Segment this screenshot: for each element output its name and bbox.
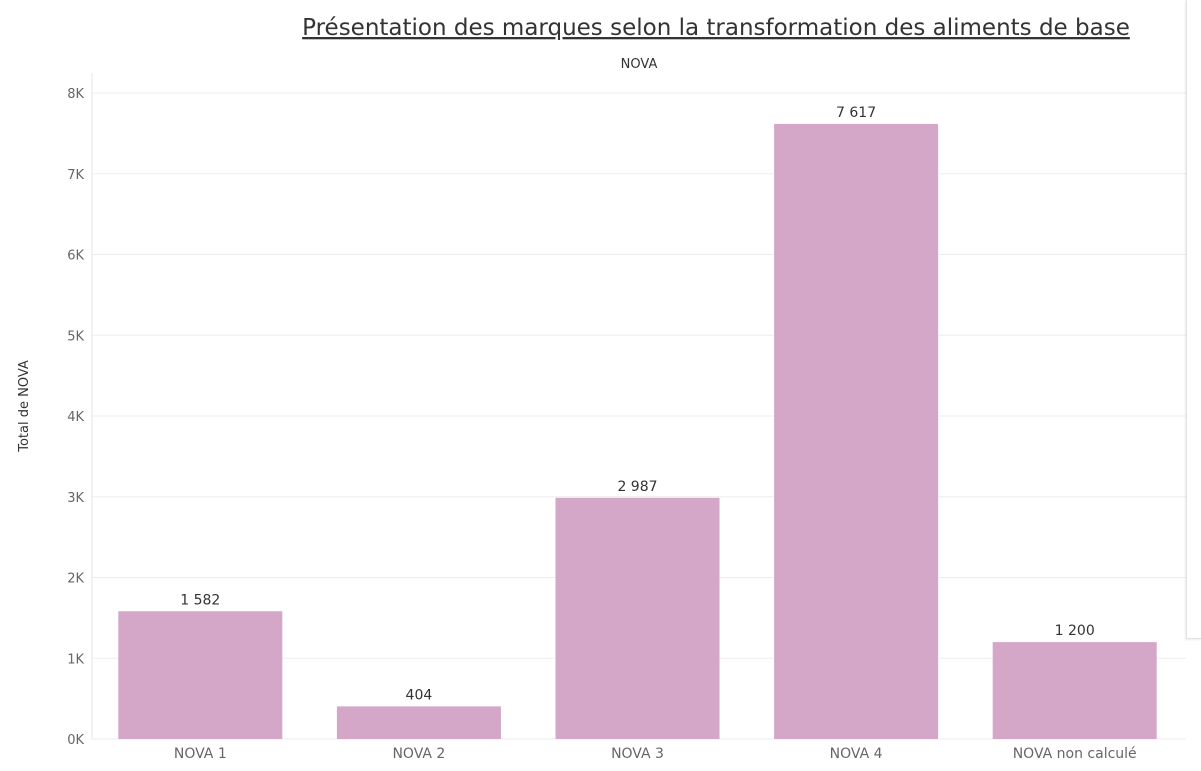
value-labels: 1 582 404 2 987 7 617 1 200 [180,105,1094,703]
y-tick-label: 7K [67,168,84,183]
x-tick-label: NOVA 3 [611,746,664,762]
bar[interactable] [555,497,720,739]
x-tick-label: NOVA 4 [830,746,883,762]
y-axis-label: Total de NOVA [17,360,32,453]
x-tick-label: NOVA 1 [174,746,227,762]
y-axis-ticks: 0K 1K 2K 3K 4K 5K 6K 7K 8K [67,87,84,748]
y-tick-label: 8K [67,87,84,102]
data-label: 7 617 [836,105,876,121]
y-tick-label: 2K [67,572,84,587]
data-label: 1 200 [1055,623,1095,639]
x-tick-label: NOVA 2 [392,746,445,762]
x-axis-ticks: NOVA 1 NOVA 2 NOVA 3 NOVA 4 NOVA non calculé [174,746,1137,762]
y-tick-label: 4K [67,410,84,425]
x-tick-label: NOVA non calculé [1013,746,1137,762]
y-tick-label: 0K [67,733,84,748]
data-label: 1 582 [180,592,220,608]
data-label: 404 [406,687,433,703]
right-panel-edge [1186,0,1201,639]
bar[interactable] [992,642,1157,739]
y-tick-label: 6K [67,249,84,264]
y-tick-label: 5K [67,329,84,344]
bars [118,123,1157,739]
y-tick-label: 1K [67,652,84,667]
y-tick-label: 3K [67,491,84,506]
bar[interactable] [774,123,939,739]
data-label: 2 987 [617,479,657,495]
bar[interactable] [118,611,283,739]
column-header: NOVA [621,57,658,72]
chart-title: Présentation des marques selon la transf… [302,15,1130,41]
bar[interactable] [336,706,501,739]
